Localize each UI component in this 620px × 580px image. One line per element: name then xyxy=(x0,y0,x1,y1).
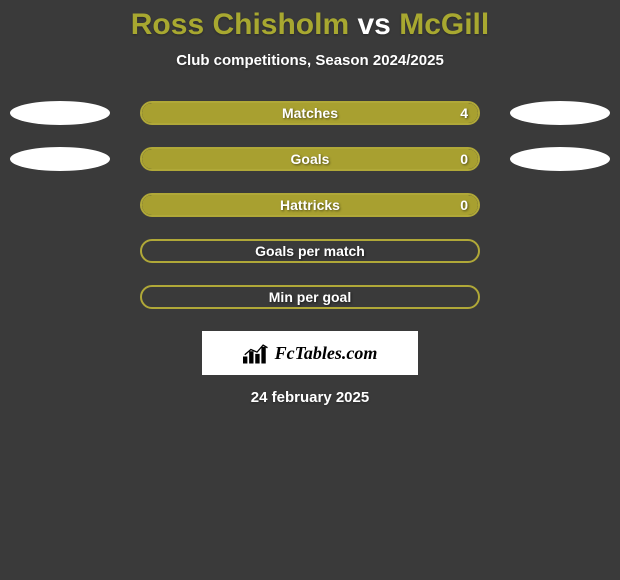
logo-text: FcTables.com xyxy=(275,343,378,364)
subtitle: Club competitions, Season 2024/2025 xyxy=(0,52,620,69)
logo-box[interactable]: FcTables.com xyxy=(202,331,418,375)
stat-bar: Hattricks 0 xyxy=(140,193,480,217)
stat-row: Goals per match xyxy=(0,239,620,263)
bar-value: 0 xyxy=(460,197,468,213)
stat-bar: Matches 4 xyxy=(140,101,480,125)
stat-bar: Goals per match xyxy=(140,239,480,263)
bar-label: Hattricks xyxy=(280,197,340,213)
bar-track: Min per goal xyxy=(140,285,480,309)
bars-icon xyxy=(243,342,271,364)
title-right: McGill xyxy=(399,8,489,41)
title-vs: vs xyxy=(357,8,390,41)
stat-row: Matches 4 xyxy=(0,101,620,125)
logo: FcTables.com xyxy=(243,342,378,364)
stat-rows: Matches 4 Goals 0 Hattricks 0 Goals per match M… xyxy=(0,101,620,309)
stat-bar: Goals 0 xyxy=(140,147,480,171)
bar-track: Matches 4 xyxy=(140,101,480,125)
bar-label: Goals per match xyxy=(255,243,365,259)
left-ellipse xyxy=(10,147,110,171)
right-ellipse xyxy=(510,101,610,125)
bar-value: 0 xyxy=(460,151,468,167)
stat-row: Min per goal xyxy=(0,285,620,309)
stat-row: Goals 0 xyxy=(0,147,620,171)
bar-label: Goals xyxy=(291,151,330,167)
right-ellipse xyxy=(510,147,610,171)
date-label: 24 february 2025 xyxy=(0,389,620,406)
bar-label: Matches xyxy=(282,105,338,121)
comparison-widget: Ross Chisholm vs McGill Club competition… xyxy=(0,0,620,406)
stat-row: Hattricks 0 xyxy=(0,193,620,217)
left-ellipse xyxy=(10,101,110,125)
title-left: Ross Chisholm xyxy=(131,8,349,41)
page-title: Ross Chisholm vs McGill xyxy=(0,8,620,42)
bar-track: Hattricks 0 xyxy=(140,193,480,217)
bar-value: 4 xyxy=(460,105,468,121)
bar-label: Min per goal xyxy=(269,289,351,305)
bar-track: Goals per match xyxy=(140,239,480,263)
bar-track: Goals 0 xyxy=(140,147,480,171)
stat-bar: Min per goal xyxy=(140,285,480,309)
